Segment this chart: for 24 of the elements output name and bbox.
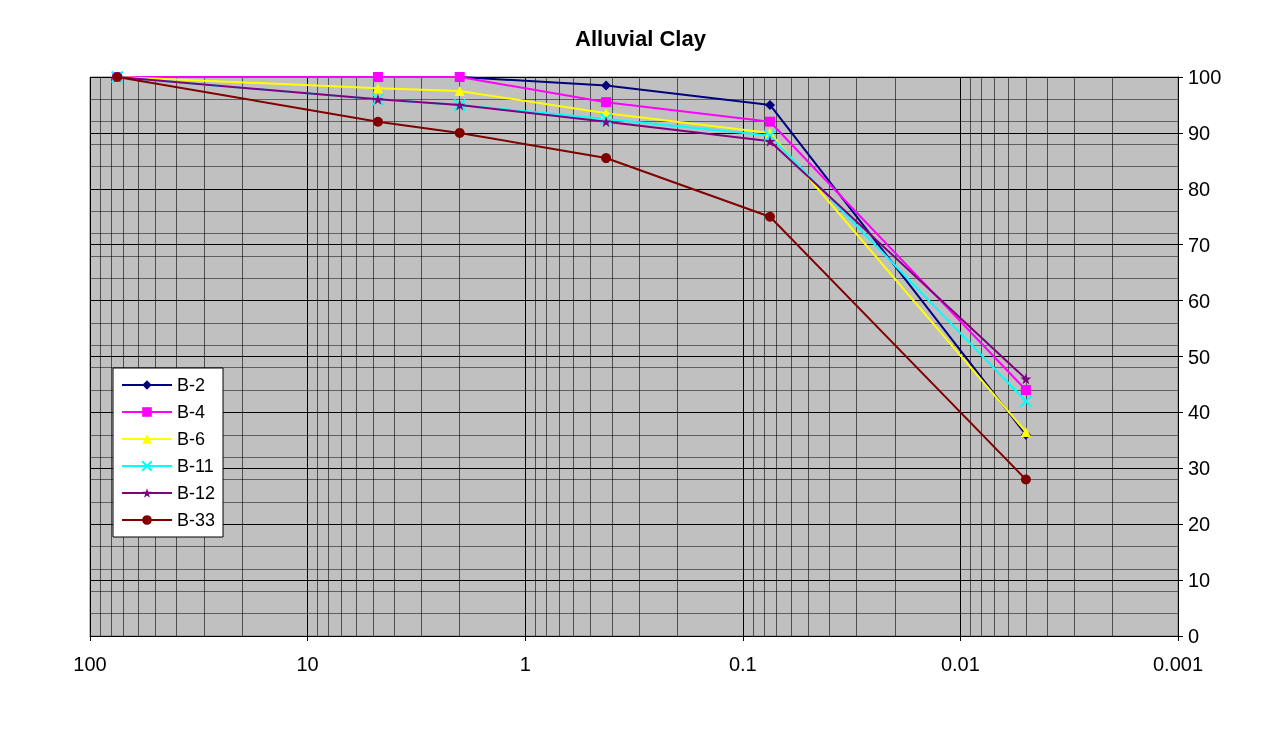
x-tick-label: 100	[73, 653, 107, 675]
legend-label: B-33	[177, 510, 216, 530]
x-tick-label: 1	[519, 653, 531, 675]
legend-label: B-12	[177, 483, 216, 503]
y-tick-label: 30	[1188, 457, 1211, 480]
y-tick-label: 100	[1188, 66, 1222, 88]
y-tick-label: 40	[1188, 401, 1211, 424]
chart-title: Alluvial Clay	[575, 25, 707, 51]
y-tick-label: 60	[1188, 289, 1211, 312]
legend-label: B-11	[177, 456, 214, 476]
legend-label: B-4	[177, 402, 206, 422]
legend-label: B-6	[177, 429, 206, 449]
x-tick-label: 10	[296, 653, 319, 675]
x-tick-label: 0.01	[940, 653, 980, 675]
y-tick-label: 50	[1188, 345, 1211, 368]
y-tick-label: 0	[1188, 625, 1200, 647]
y-tick-label: 80	[1188, 177, 1211, 200]
x-tick-label: 0.001	[1152, 653, 1204, 675]
y-tick-label: 20	[1188, 513, 1211, 536]
y-tick-label: 90	[1188, 121, 1211, 144]
y-tick-label: 10	[1188, 569, 1211, 592]
legend-label: B-2	[177, 375, 206, 395]
x-tick-label: 0.1	[728, 653, 757, 675]
y-tick-label: 70	[1188, 233, 1211, 256]
